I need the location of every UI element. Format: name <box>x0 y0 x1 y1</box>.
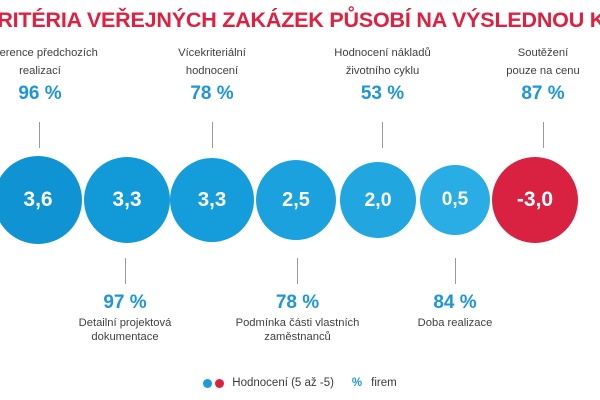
connector-tick-top-1 <box>39 122 40 148</box>
connector-tick-top-3 <box>382 122 383 148</box>
top-callout-3-percent: 53 % <box>360 83 405 104</box>
bottom-callout-3-percent: 84 % <box>433 292 477 313</box>
connector-tick-bottom-1 <box>125 258 126 284</box>
bubble-7: -3,0 <box>492 157 578 243</box>
top-callout-4-percent: 87 % <box>521 83 565 104</box>
bottom-callout-2: 78 % Podmínka části vlastních zaměstnanc… <box>220 291 375 344</box>
bubble-4: 2,5 <box>256 160 336 240</box>
legend-swatch-group <box>203 378 225 388</box>
bubble-2-value: 3,3 <box>112 188 142 211</box>
bottom-callout-1-percent: 97 % <box>103 292 147 313</box>
bottom-callout-3: 84 % Doba realizace <box>385 291 525 330</box>
bottom-callout-1-caption-line1: Detailní projektová <box>78 317 172 329</box>
bubble-5-value: 2,0 <box>364 188 392 211</box>
top-callout-1: Reference předchozích realizací 96 % <box>0 46 110 106</box>
legend-percent-label: firem <box>371 377 397 389</box>
bubble-4-value: 2,5 <box>282 188 310 211</box>
top-callout-4: Soutěžení pouze na cenu 87 % <box>473 46 600 106</box>
bubble-3-value: 3,3 <box>197 188 227 211</box>
legend-dot-blue-icon <box>203 378 213 388</box>
legend-rating-label: Hodnocení (5 až -5) <box>232 377 334 389</box>
top-callout-2-percent: 78 % <box>190 83 234 104</box>
bottom-callout-2-percent: 78 % <box>275 292 320 313</box>
top-callout-3: Hodnocení nákladů životního cyklu 53 % <box>310 46 455 106</box>
connector-tick-bottom-2 <box>297 258 298 284</box>
bottom-callout-3-caption-line1: Doba realizace <box>417 317 493 329</box>
bubble-1-value: 3,6 <box>23 188 53 211</box>
bottom-callout-1-caption-line2: dokumentace <box>91 331 159 343</box>
page-title: KRITÉRIA VEŘEJNÝCH ZAKÁZEK PŮSOBÍ NA VÝS… <box>0 6 600 36</box>
top-callout-3-caption-line1: Hodnocení nákladů <box>334 47 431 59</box>
page-title-text: KRITÉRIA VEŘEJNÝCH ZAKÁZEK PŮSOBÍ NA VÝS… <box>0 8 600 32</box>
top-callout-4-caption-line1: Soutěžení <box>517 47 569 59</box>
top-callout-2-caption-line1: Vícekriteriální <box>178 47 246 59</box>
connector-tick-top-2 <box>212 122 213 148</box>
bottom-callout-1: 97 % Detailní projektová dokumentace <box>55 291 195 344</box>
legend-dot-red-icon <box>215 378 225 388</box>
bubble-6-value: 0,5 <box>441 189 469 210</box>
top-callout-1-percent: 96 % <box>18 83 62 104</box>
connector-tick-top-4 <box>543 122 544 148</box>
top-callout-2-caption-line2: hodnocení <box>185 65 239 77</box>
connector-tick-bottom-3 <box>455 258 456 284</box>
bubble-1: 3,6 <box>0 156 82 244</box>
top-callout-3-caption-line2: životního cyklu <box>345 65 420 77</box>
bubble-6: 0,5 <box>420 165 490 235</box>
top-callout-1-caption-line1: Reference předchozích <box>0 47 98 59</box>
top-callout-2: Vícekriteriální hodnocení 78 % <box>142 46 282 106</box>
top-callout-1-caption-line2: realizací <box>19 65 61 77</box>
bottom-callout-2-caption-line1: Podmínka části vlastních <box>235 317 360 329</box>
bubble-2: 3,3 <box>84 157 170 243</box>
bottom-callout-2-caption-line2: zaměstnanců <box>264 331 331 343</box>
top-callout-4-caption-line2: pouze na cenu <box>506 65 580 77</box>
legend: Hodnocení (5 až -5) % firem <box>0 377 600 389</box>
legend-percent-symbol: % <box>351 377 363 389</box>
bubble-5: 2,0 <box>340 162 416 238</box>
bubble-7-value: -3,0 <box>516 188 554 211</box>
bubble-3: 3,3 <box>170 158 254 242</box>
